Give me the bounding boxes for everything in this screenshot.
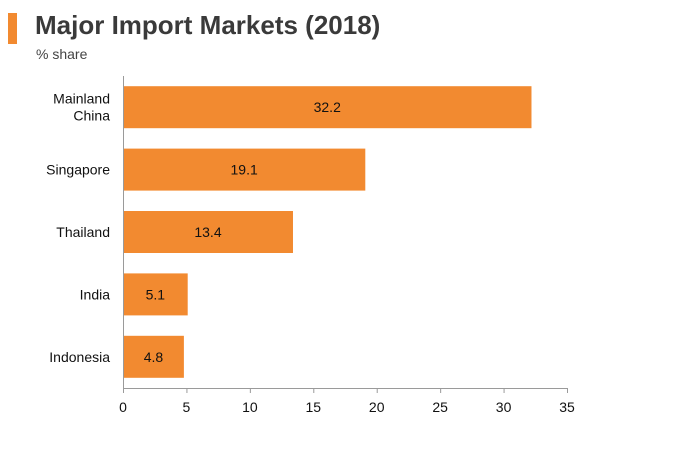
- data-label-3: 5.1: [146, 286, 166, 302]
- data-label-4: 4.8: [144, 349, 164, 365]
- x-tick-label-5: 25: [432, 399, 448, 415]
- x-tick-label-1: 5: [183, 399, 191, 415]
- data-label-0: 32.2: [314, 99, 341, 115]
- axes-group: [123, 76, 568, 393]
- x-tick-labels-group: 0 5 10 15 20 25 30 35: [119, 399, 575, 415]
- category-label-3: India: [80, 286, 111, 302]
- x-tick-label-2: 10: [242, 399, 258, 415]
- category-label-4: Indonesia: [49, 349, 110, 365]
- x-tick-label-4: 20: [369, 399, 385, 415]
- data-labels-group: 32.2 19.1 13.4 5.1 4.8: [144, 99, 341, 365]
- data-label-2: 13.4: [194, 224, 221, 240]
- bars-group: [123, 86, 532, 378]
- bar-4: [123, 335, 184, 378]
- bar-2: [123, 211, 293, 253]
- category-label-1: Singapore: [46, 162, 110, 178]
- x-tick-label-3: 15: [305, 399, 321, 415]
- bar-0: [123, 86, 532, 129]
- data-label-1: 19.1: [231, 162, 258, 178]
- chart-subtitle: % share: [36, 46, 88, 62]
- bar-1: [123, 148, 366, 191]
- title-accent-bar: [8, 13, 17, 44]
- chart-title: Major Import Markets (2018): [35, 10, 381, 40]
- category-label-2: Thailand: [56, 224, 110, 240]
- x-tick-label-0: 0: [119, 399, 127, 415]
- category-label-0-line-0: Mainland: [53, 91, 110, 107]
- x-tick-label-6: 30: [496, 399, 512, 415]
- bar-3: [123, 273, 188, 316]
- category-label-0-line-1: China: [73, 108, 110, 124]
- x-tick-label-7: 35: [559, 399, 575, 415]
